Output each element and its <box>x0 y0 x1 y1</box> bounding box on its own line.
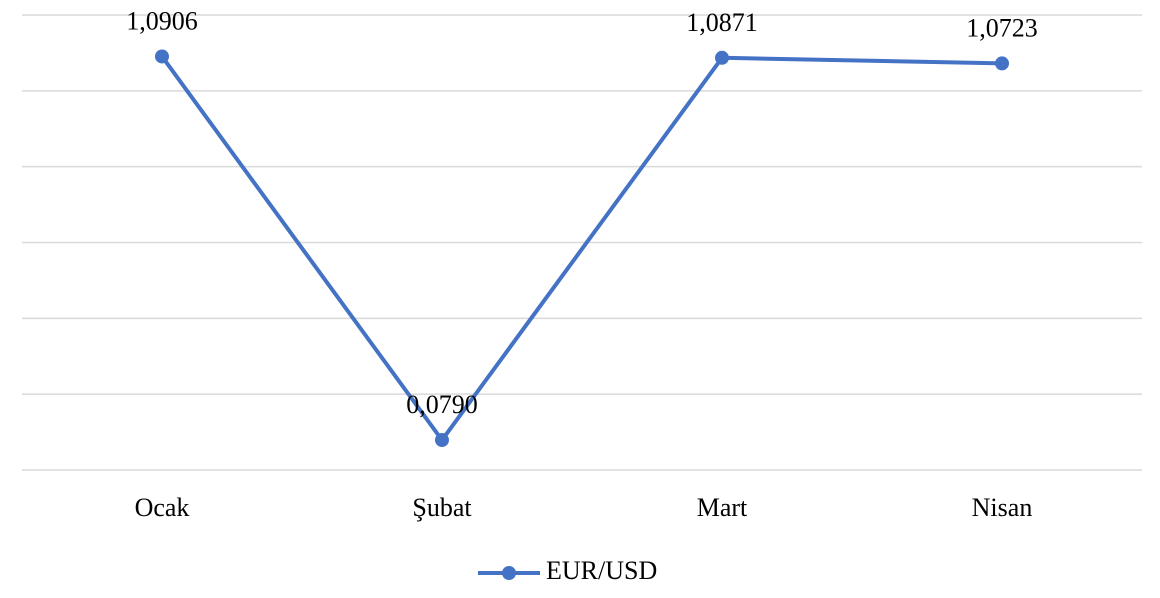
data-point <box>995 56 1009 71</box>
data-point <box>715 50 729 65</box>
data-label: 1,0723 <box>966 13 1038 42</box>
legend-marker <box>502 566 516 580</box>
x-tick-label: Nisan <box>972 493 1033 522</box>
data-point <box>155 49 169 64</box>
series-line <box>160 55 1003 443</box>
x-tick-label: Şubat <box>412 493 472 522</box>
x-tick-label: Ocak <box>135 493 190 522</box>
data-label: 1,0871 <box>686 8 758 37</box>
data-label: 1,0906 <box>126 6 198 35</box>
data-label: 0,0790 <box>406 390 478 419</box>
data-point <box>435 433 449 448</box>
legend-label: EUR/USD <box>546 556 657 585</box>
x-tick-label: Mart <box>697 493 748 522</box>
